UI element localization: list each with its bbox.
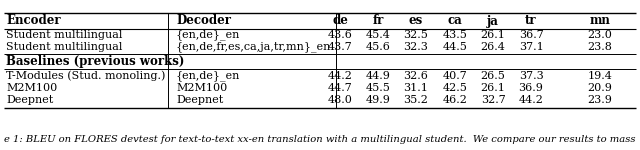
Text: Student multilingual: Student multilingual: [6, 30, 122, 40]
Text: 42.5: 42.5: [443, 83, 467, 93]
Text: 32.3: 32.3: [404, 42, 428, 52]
Text: 26.1: 26.1: [481, 30, 506, 40]
Text: 45.5: 45.5: [365, 83, 390, 93]
Text: 49.9: 49.9: [365, 95, 390, 105]
Text: 45.4: 45.4: [365, 30, 390, 40]
Text: 37.3: 37.3: [518, 71, 543, 81]
Text: 23.0: 23.0: [588, 30, 612, 40]
Text: e 1: BLEU on FLORES devtest for text-to-text xx-en translation with a multilingu: e 1: BLEU on FLORES devtest for text-to-…: [4, 135, 636, 144]
Text: 19.4: 19.4: [588, 71, 612, 81]
Text: ja: ja: [487, 15, 499, 27]
Text: es: es: [409, 15, 423, 27]
Text: 44.2: 44.2: [518, 95, 543, 105]
Text: 35.2: 35.2: [404, 95, 428, 105]
Text: 46.2: 46.2: [443, 95, 467, 105]
Text: 32.7: 32.7: [481, 95, 506, 105]
Text: 45.6: 45.6: [365, 42, 390, 52]
Text: 43.6: 43.6: [328, 30, 353, 40]
Text: Encoder: Encoder: [6, 15, 61, 27]
Text: 44.5: 44.5: [443, 42, 467, 52]
Text: de: de: [332, 15, 348, 27]
Text: 48.0: 48.0: [328, 95, 353, 105]
Text: ca: ca: [447, 15, 462, 27]
Text: mn: mn: [589, 15, 611, 27]
Text: 44.2: 44.2: [328, 71, 353, 81]
Text: 32.6: 32.6: [404, 71, 428, 81]
Text: 43.5: 43.5: [443, 30, 467, 40]
Text: 44.9: 44.9: [365, 71, 390, 81]
Text: 43.7: 43.7: [328, 42, 353, 52]
Text: 32.5: 32.5: [404, 30, 428, 40]
Text: 36.7: 36.7: [518, 30, 543, 40]
Text: Decoder: Decoder: [176, 15, 231, 27]
Text: M2M100: M2M100: [176, 83, 227, 93]
Text: 44.7: 44.7: [328, 83, 353, 93]
Text: 26.1: 26.1: [481, 83, 506, 93]
Text: {en,de}_en: {en,de}_en: [176, 30, 241, 40]
Text: tr: tr: [525, 15, 537, 27]
Text: T-Modules (Stud. monoling.): T-Modules (Stud. monoling.): [6, 71, 165, 81]
Text: 20.9: 20.9: [588, 83, 612, 93]
Text: 36.9: 36.9: [518, 83, 543, 93]
Text: 37.1: 37.1: [518, 42, 543, 52]
Text: 40.7: 40.7: [443, 71, 467, 81]
Text: 31.1: 31.1: [404, 83, 428, 93]
Text: Deepnet: Deepnet: [176, 95, 223, 105]
Text: {en,de,fr,es,ca,ja,tr,mn}_en: {en,de,fr,es,ca,ja,tr,mn}_en: [176, 42, 332, 52]
Text: M2M100: M2M100: [6, 83, 57, 93]
Text: 23.8: 23.8: [588, 42, 612, 52]
Text: Deepnet: Deepnet: [6, 95, 53, 105]
Text: Baselines (previous works): Baselines (previous works): [6, 54, 184, 68]
Text: 26.5: 26.5: [481, 71, 506, 81]
Text: {en,de}_en: {en,de}_en: [176, 71, 241, 81]
Text: 26.4: 26.4: [481, 42, 506, 52]
Text: fr: fr: [372, 15, 384, 27]
Text: Student multilingual: Student multilingual: [6, 42, 122, 52]
Text: 23.9: 23.9: [588, 95, 612, 105]
